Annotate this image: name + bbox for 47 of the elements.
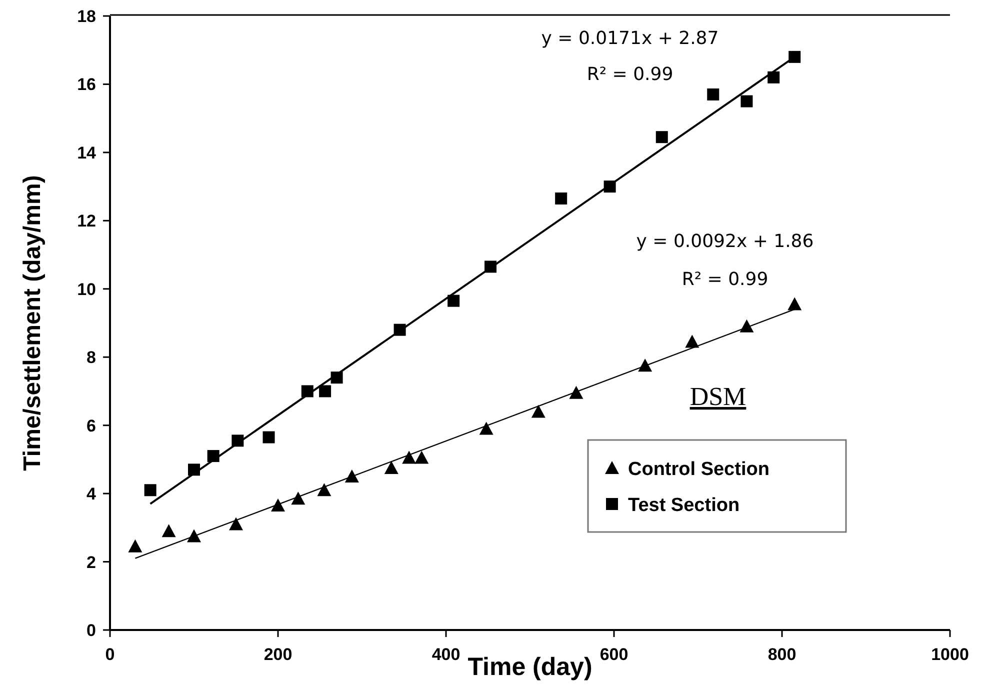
point xyxy=(707,88,720,100)
x-tick-label: 200 xyxy=(264,645,292,664)
point xyxy=(262,431,275,444)
y-tick-label: 0 xyxy=(86,621,96,640)
y-tick-label: 2 xyxy=(86,552,96,572)
point xyxy=(162,524,176,538)
y-tick-label: 8 xyxy=(86,348,96,368)
legend-label: Test Section xyxy=(628,495,740,516)
point xyxy=(319,385,332,398)
point xyxy=(414,450,429,464)
annotation: R² = 0.99 xyxy=(682,269,768,290)
point xyxy=(144,484,156,496)
y-tick-label: 4 xyxy=(86,484,97,504)
point xyxy=(317,483,332,496)
point xyxy=(656,131,668,144)
legend-label: Control Section xyxy=(628,459,770,480)
y-axis-title: Time/settlement (day/mm) xyxy=(19,175,46,471)
point xyxy=(448,294,460,307)
annotation: y = 0.0171x + 2.87 xyxy=(541,28,719,49)
annotation: y = 0.0092x + 1.86 xyxy=(636,231,814,252)
x-tick-label: 800 xyxy=(768,645,796,664)
y-tick-label: 18 xyxy=(77,7,96,26)
y-tick-label: 6 xyxy=(86,416,96,436)
y-tick-label: 14 xyxy=(77,143,97,162)
point xyxy=(384,460,398,474)
point xyxy=(788,297,802,310)
point xyxy=(685,334,700,348)
point xyxy=(768,71,780,84)
x-tick-label: 600 xyxy=(600,645,628,664)
x-tick-label: 1000 xyxy=(931,645,969,664)
x-axis-title: Time (day) xyxy=(468,653,592,681)
point xyxy=(788,50,801,63)
y-tick-label: 12 xyxy=(77,212,96,231)
point xyxy=(569,386,584,399)
x-tick-label: 400 xyxy=(432,645,460,664)
annotation: R² = 0.99 xyxy=(586,64,674,85)
annotation: DSM xyxy=(690,382,746,411)
point xyxy=(128,539,142,552)
point xyxy=(555,192,568,204)
point xyxy=(531,404,546,418)
y-tick-label: 16 xyxy=(77,75,96,94)
point xyxy=(740,95,753,108)
point xyxy=(271,498,285,512)
x-tick-label: 0 xyxy=(105,645,115,664)
point xyxy=(479,422,494,435)
y-tick-label: 10 xyxy=(77,280,96,299)
point xyxy=(229,517,243,530)
